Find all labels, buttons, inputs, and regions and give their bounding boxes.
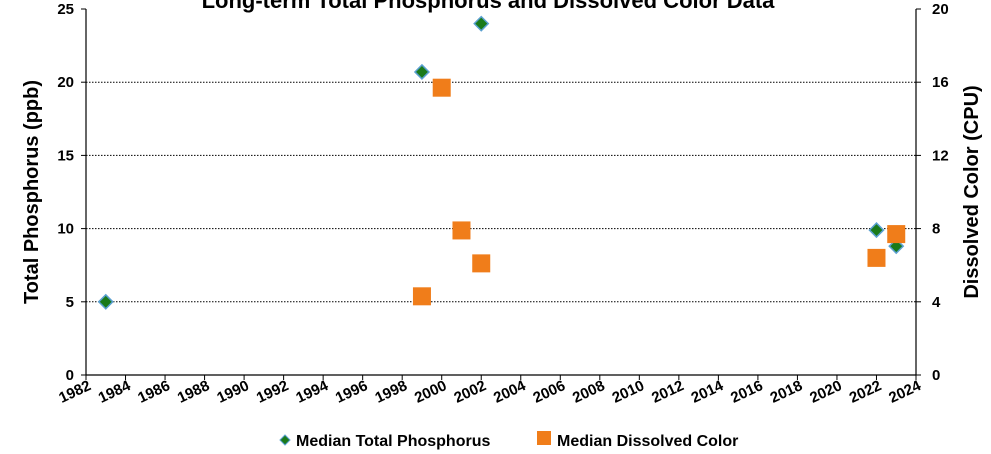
dissolved-color-point — [412, 287, 431, 306]
phosphorus-point — [868, 222, 885, 239]
x-tick-label: 2010 — [610, 377, 647, 407]
legend-marker-square — [537, 431, 551, 445]
y2-tick-label: 20 — [932, 1, 949, 18]
dissolved-color-point — [452, 221, 471, 240]
y2-tick-label: 16 — [932, 74, 949, 91]
y2-axis-label: Dissolved Color (CPU) — [961, 85, 983, 298]
phosphorus-point — [413, 63, 431, 81]
x-tick-label: 2012 — [649, 377, 686, 407]
dissolved-color-point — [867, 248, 886, 267]
chart-title: Long-term Total Phosphorus and Dissolved… — [202, 0, 776, 13]
axes — [81, 8, 921, 380]
x-tick-label: 2008 — [570, 377, 607, 407]
y-tick-label: 25 — [57, 1, 74, 18]
y-tick-label: 0 — [66, 367, 74, 384]
x-tick-label: 2024 — [886, 377, 924, 407]
x-tick-label: 1982 — [56, 377, 93, 407]
y-tick-label: 5 — [66, 294, 74, 311]
legend: Median Total Phosphorus Median Dissolved… — [279, 431, 738, 450]
x-tick-label: 1986 — [135, 377, 172, 407]
x-tick-label: 1984 — [96, 377, 134, 407]
dissolved-color-point — [432, 78, 451, 97]
gridlines — [86, 81, 916, 303]
phosphorus-point — [473, 15, 490, 32]
y-axis-label: Total Phosphorus (ppb) — [21, 80, 43, 304]
legend-item-color: Median Dissolved Color — [537, 431, 738, 450]
x-tick-label: 2022 — [847, 377, 884, 407]
legend-label-phosphorus: Median Total Phosphorus — [296, 433, 490, 450]
legend-item-phosphorus: Median Total Phosphorus — [279, 433, 490, 450]
y-tick-label: 10 — [57, 221, 74, 238]
x-tick-label: 1992 — [254, 377, 291, 407]
x-tick-label: 2002 — [451, 377, 488, 407]
y-tick-label: 15 — [57, 147, 74, 164]
y2-tick-label: 4 — [932, 294, 941, 311]
x-tick-label: 2014 — [689, 377, 727, 407]
x-tick-label: 2000 — [412, 377, 449, 407]
dissolved-color-point — [887, 225, 906, 244]
x-tick-label: 1990 — [214, 377, 251, 407]
data-points — [97, 15, 906, 310]
legend-label-color: Median Dissolved Color — [557, 433, 738, 450]
x-tick-label: 2020 — [807, 377, 844, 407]
y2-tick-label: 12 — [932, 147, 949, 164]
x-tick-label: 1996 — [333, 377, 370, 407]
y2-tick-label: 8 — [932, 221, 940, 238]
y2-tick-label: 0 — [932, 367, 940, 384]
y-tick-label: 20 — [57, 74, 74, 91]
x-tick-label: 2016 — [728, 377, 765, 407]
phosphorus-point — [97, 293, 114, 310]
x-tick-label: 1998 — [372, 377, 409, 407]
dissolved-color-point — [472, 254, 491, 273]
x-tick-label: 2018 — [768, 377, 805, 407]
x-tick-label: 1988 — [175, 377, 212, 407]
x-tick-label: 2004 — [491, 377, 529, 407]
x-tick-label: 1994 — [293, 377, 331, 407]
x-tick-label: 2006 — [531, 377, 568, 407]
legend-marker-diamond — [279, 434, 291, 446]
